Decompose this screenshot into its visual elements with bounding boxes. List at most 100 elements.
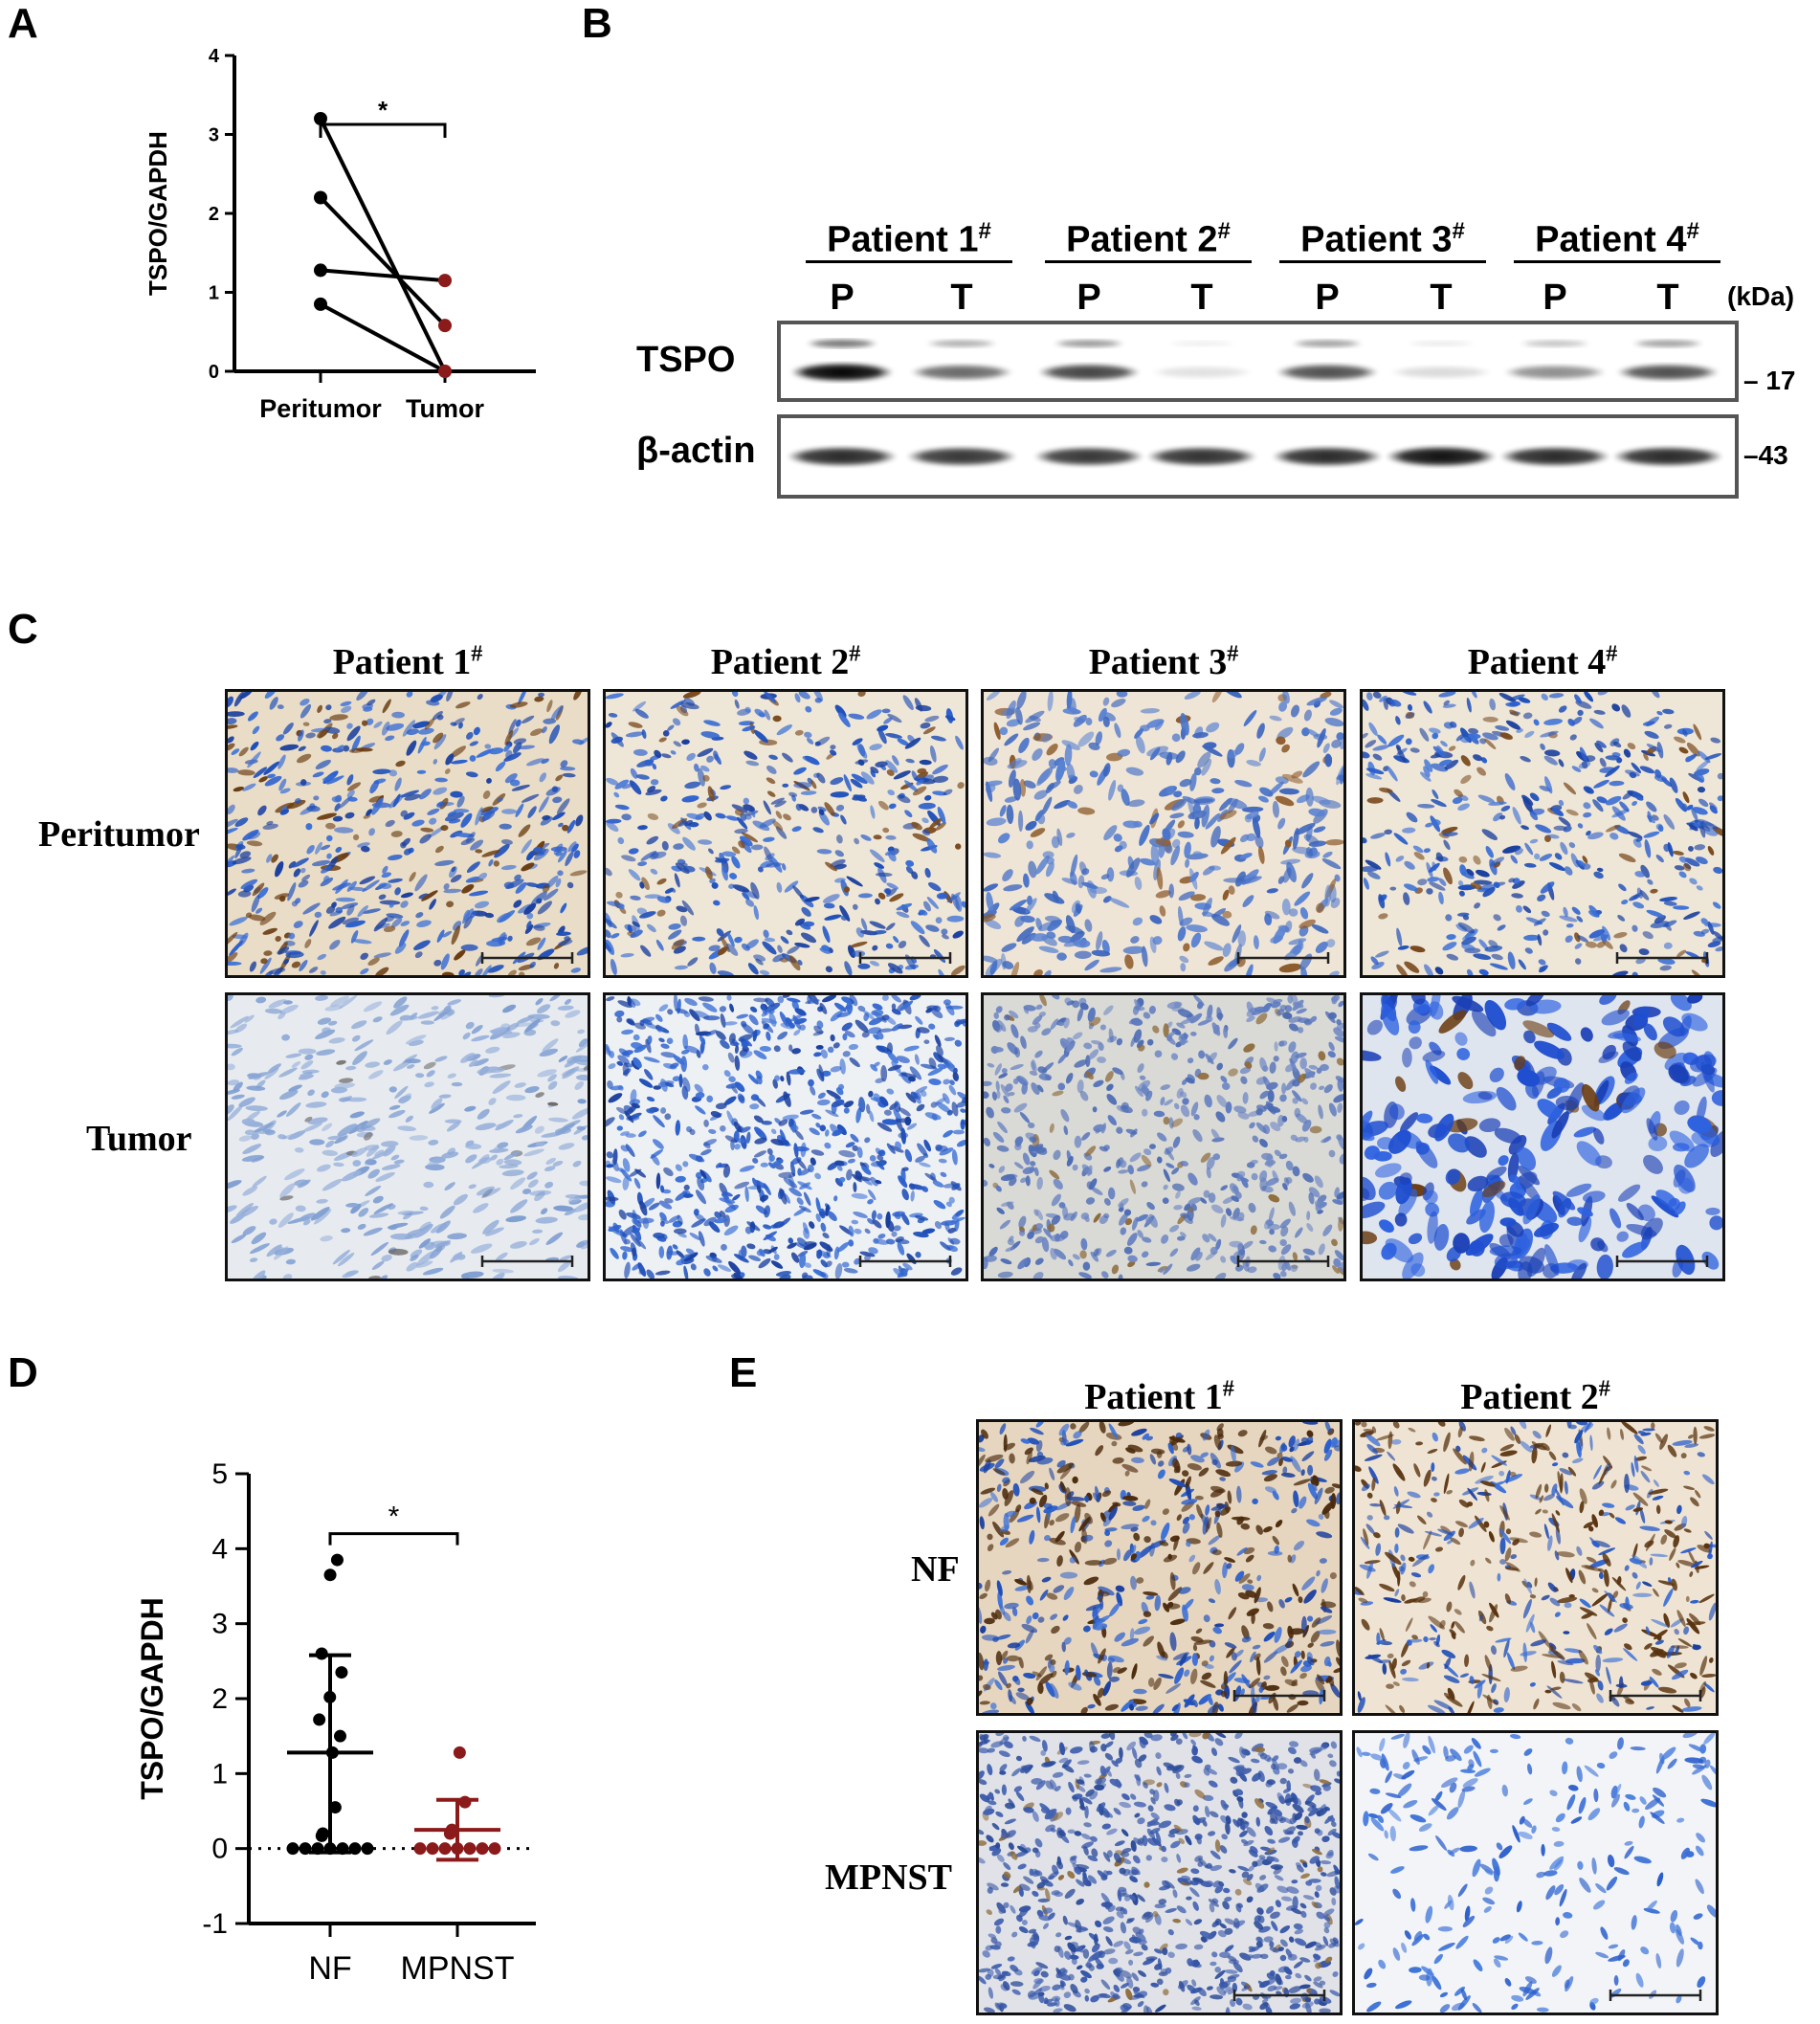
ihc-stained-cell (950, 965, 965, 975)
ihc-nucleus (717, 970, 735, 975)
ihc-nucleus (677, 1214, 683, 1225)
ihc-nucleus (1169, 812, 1185, 819)
ihc-nucleus (228, 995, 233, 1001)
ihc-stained-cell (1039, 995, 1047, 1007)
ihc-nucleus (1664, 1053, 1688, 1071)
ihc-nucleus (372, 768, 391, 775)
ihc-nucleus (295, 898, 301, 904)
ihc-nucleus (669, 1062, 679, 1069)
ihc-nucleus (885, 834, 897, 840)
ihc-nucleus (495, 1119, 514, 1131)
ihc-nucleus (537, 901, 552, 915)
ihc-stained-cell (383, 925, 396, 933)
ihc-nucleus (1331, 1436, 1338, 1447)
ihc-nucleus (810, 1157, 816, 1166)
ihc-nucleus (1611, 806, 1626, 821)
ihc-stained-cell (641, 877, 650, 891)
ihc-nucleus (1551, 808, 1565, 817)
ihc-nucleus (1696, 773, 1705, 784)
ihc-nucleus (873, 1034, 879, 1040)
ihc-nucleus (247, 751, 261, 768)
ihc-nucleus (462, 1032, 471, 1040)
ihc-stained-cell (1078, 1516, 1091, 1532)
ihc-nucleus (466, 861, 480, 873)
ihc-nucleus (923, 901, 931, 912)
ihc-nucleus (1123, 1549, 1132, 1562)
ihc-nucleus (846, 1168, 853, 1181)
ihc-nucleus (670, 887, 677, 893)
ihc-nucleus (726, 995, 732, 1001)
ihc-nucleus (321, 865, 332, 874)
ihc-nucleus (877, 1212, 883, 1220)
ihc-nucleus (1655, 855, 1664, 863)
ihc-stained-cell (1037, 1682, 1044, 1695)
ihc-stained-cell (1442, 826, 1458, 834)
ihc-nucleus (1445, 1168, 1461, 1185)
ihc-stained-cell (1155, 890, 1171, 899)
ihc-nucleus (1534, 1040, 1565, 1059)
ihc-nucleus (1363, 732, 1368, 739)
ihc-nucleus (573, 1201, 588, 1212)
ihc-nucleus (1586, 830, 1591, 836)
ihc-stained-cell (697, 802, 707, 809)
ihc-nucleus (625, 1144, 635, 1158)
ihc-nucleus (1596, 867, 1604, 873)
ihc-nucleus (496, 1252, 508, 1261)
ihc-nucleus (288, 1084, 302, 1092)
ihc-nucleus (1321, 1137, 1332, 1144)
ihc-nucleus (240, 879, 258, 890)
ihc-nucleus (1061, 1641, 1066, 1653)
ihc-nucleus (645, 789, 662, 796)
ihc-nucleus (1624, 1473, 1630, 1494)
ihc-stained-cell (1064, 1487, 1072, 1507)
ihc-nucleus (887, 1220, 895, 1233)
ihc-nucleus (1288, 1023, 1299, 1032)
ihc-nucleus (1237, 1111, 1250, 1120)
ihc-nucleus (1278, 1153, 1288, 1160)
ihc-nucleus (702, 1139, 718, 1146)
ihc-nucleus (614, 804, 630, 811)
ihc-stained-cell (304, 1116, 313, 1123)
ihc-nucleus (932, 790, 947, 796)
ihc-nucleus (371, 1260, 385, 1271)
ihc-nucleus (453, 921, 462, 931)
ihc-nucleus (1266, 888, 1278, 894)
ihc-stained-cell (1083, 1576, 1099, 1586)
ihc-stained-cell (1361, 1618, 1370, 1631)
ihc-nucleus (1103, 1197, 1111, 1206)
ihc-nucleus (564, 998, 572, 1005)
ihc-stained-cell (1587, 1623, 1597, 1640)
ihc-nucleus (1079, 1002, 1089, 1011)
ihc-nucleus (676, 1259, 685, 1266)
ihc-nucleus (1197, 1019, 1211, 1026)
ihc-nucleus (266, 854, 273, 863)
ihc-nucleus (1704, 829, 1719, 836)
ihc-nucleus (663, 1167, 674, 1177)
ihc-nucleus (1398, 1189, 1418, 1217)
ihc-nucleus (1365, 740, 1377, 748)
ihc-nucleus (294, 1146, 304, 1153)
ihc-nucleus (1622, 791, 1633, 800)
ihc-nucleus (1296, 1008, 1307, 1014)
ihc-nucleus (1419, 727, 1430, 742)
ihc-nucleus (1290, 943, 1303, 954)
ihc-nucleus (1268, 1207, 1275, 1222)
ihc-c-tumor-image (1360, 992, 1725, 1281)
ihc-stained-cell (547, 1101, 559, 1106)
ihc-nucleus (606, 1151, 613, 1159)
ihc-nucleus (458, 968, 465, 975)
ihc-nucleus (1073, 939, 1091, 948)
ihc-nucleus (1195, 1251, 1203, 1261)
ihc-nucleus (1655, 1190, 1677, 1207)
ihc-stained-cell (1049, 1123, 1054, 1133)
ihc-nucleus (621, 813, 632, 821)
ihc-nucleus (696, 1190, 706, 1205)
ihc-nucleus (1006, 804, 1014, 825)
ihc-nucleus (1507, 1152, 1520, 1183)
ihc-nucleus (1384, 829, 1392, 835)
ihc-nucleus (1493, 914, 1501, 922)
ihc-nucleus (673, 843, 684, 850)
ihc-nucleus (1438, 891, 1444, 905)
ihc-nucleus (1172, 1652, 1189, 1660)
ihc-nucleus (1375, 1543, 1382, 1556)
